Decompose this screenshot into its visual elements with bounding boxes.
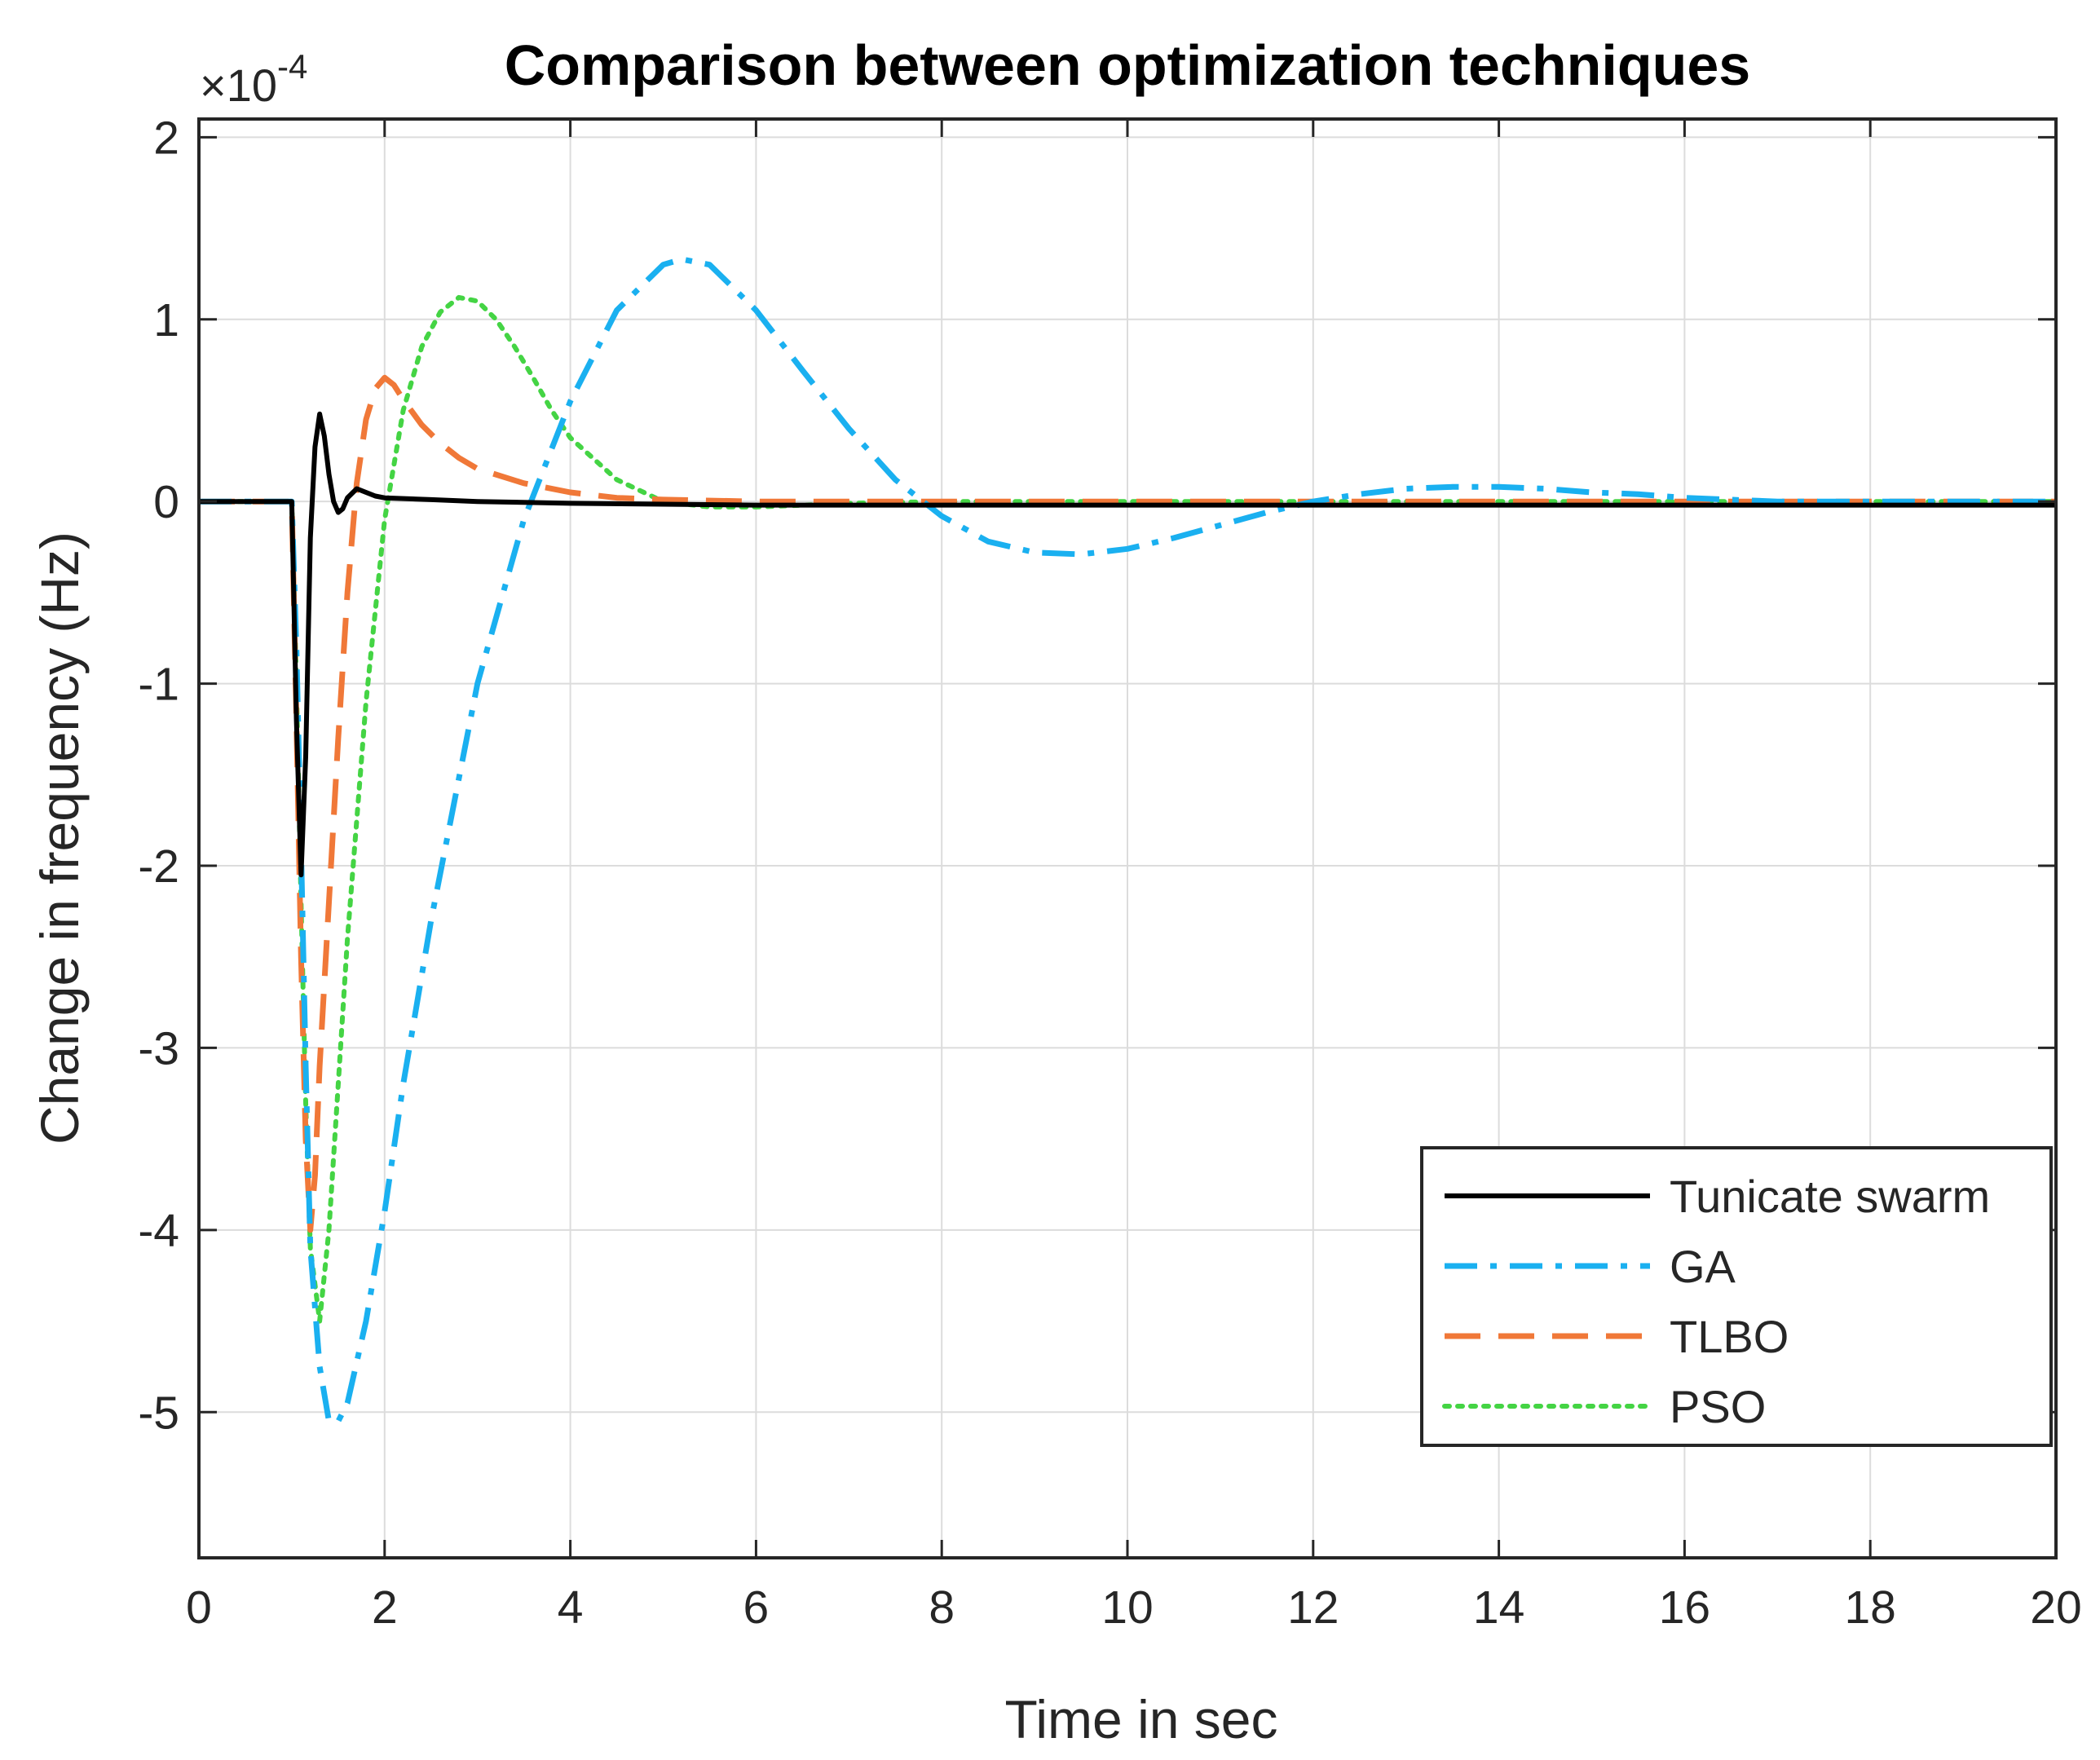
legend-label: PSO bbox=[1670, 1381, 1766, 1432]
legend-label: GA bbox=[1670, 1241, 1736, 1292]
series-line-ga bbox=[199, 256, 2056, 1424]
y-tick-label: 0 bbox=[153, 476, 179, 528]
x-tick-label: 16 bbox=[1659, 1581, 1710, 1634]
y-tick-label: -3 bbox=[138, 1022, 179, 1074]
legend-items: Tunicate swarm GA TLBO PSO bbox=[1442, 1171, 1990, 1432]
series-line-tunicate-swarm bbox=[199, 411, 2056, 878]
chart-title: Comparison between optimization techniqu… bbox=[505, 33, 1750, 97]
x-tick-label: 0 bbox=[186, 1581, 212, 1634]
y-tick-label: 2 bbox=[153, 112, 179, 164]
legend-label: TLBO bbox=[1670, 1311, 1789, 1362]
x-tick-label: 6 bbox=[743, 1581, 770, 1634]
x-tick-label: 14 bbox=[1473, 1581, 1524, 1634]
x-tick-label: 8 bbox=[929, 1581, 955, 1634]
y-exponent-power: -4 bbox=[277, 47, 307, 86]
y-tick-label: -2 bbox=[138, 840, 179, 893]
y-tick-label: -4 bbox=[138, 1205, 179, 1257]
y-tick-label: -1 bbox=[138, 659, 179, 711]
y-exponent-label: ×10-4 bbox=[200, 47, 307, 111]
x-axis-label: Time in sec bbox=[1005, 1689, 1278, 1749]
series-group bbox=[199, 256, 2056, 1424]
y-axis-label: Change in frequency (Hz) bbox=[29, 532, 90, 1145]
x-tick-label: 2 bbox=[372, 1581, 398, 1634]
x-tick-label: 12 bbox=[1287, 1581, 1339, 1634]
x-tick-label: 10 bbox=[1101, 1581, 1153, 1634]
y-exponent-prefix: ×10 bbox=[200, 60, 277, 111]
x-tick-label: 18 bbox=[1844, 1581, 1895, 1634]
x-tick-label: 4 bbox=[558, 1581, 584, 1634]
legend: Tunicate swarm GA TLBO PSO bbox=[1420, 1146, 2053, 1447]
legend-label: Tunicate swarm bbox=[1670, 1171, 1990, 1222]
y-tick-label: 1 bbox=[153, 294, 179, 346]
x-tick-label: 20 bbox=[2030, 1581, 2081, 1634]
y-tick-label: -5 bbox=[138, 1387, 179, 1439]
